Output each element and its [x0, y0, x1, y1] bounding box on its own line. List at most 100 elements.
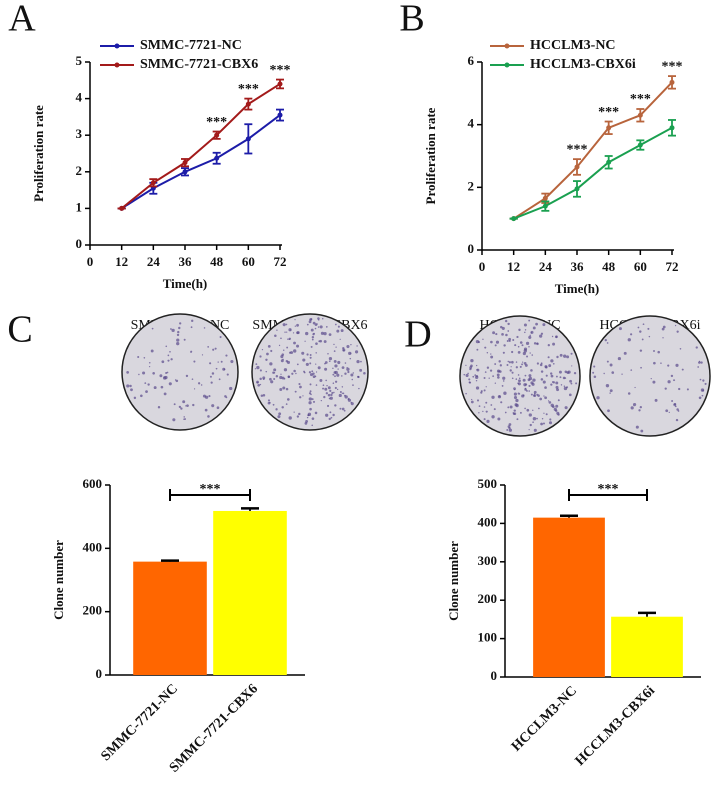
colony	[286, 346, 289, 349]
colony	[324, 361, 328, 364]
colony	[674, 324, 677, 327]
colony	[494, 363, 497, 365]
colony	[502, 380, 505, 382]
colony	[179, 322, 182, 325]
colony	[596, 396, 600, 400]
colony	[548, 401, 552, 404]
colony	[159, 374, 163, 378]
colony	[257, 383, 261, 387]
colony	[167, 359, 170, 362]
colony	[506, 429, 509, 431]
colony	[341, 386, 344, 388]
point	[574, 164, 580, 170]
colony	[528, 413, 532, 417]
colony	[661, 327, 665, 331]
colony	[542, 422, 545, 425]
y-tick-label: 4	[76, 90, 83, 105]
colony	[326, 384, 328, 387]
colony	[301, 351, 305, 355]
colony	[499, 364, 502, 367]
colony	[492, 331, 496, 335]
colony	[341, 375, 343, 377]
y-tick-label: 100	[478, 630, 498, 645]
colony	[322, 384, 325, 387]
colony	[557, 399, 560, 402]
colony	[311, 417, 315, 420]
colony	[662, 337, 664, 339]
colony	[184, 418, 187, 420]
colony	[312, 321, 316, 325]
colony	[467, 372, 469, 375]
x-tick-label: 12	[115, 254, 128, 269]
colony	[673, 379, 676, 382]
colony	[542, 323, 546, 327]
y-tick-label: 0	[468, 241, 475, 256]
colony	[621, 373, 623, 375]
colony	[157, 406, 161, 409]
colony	[260, 394, 264, 397]
colony	[465, 373, 469, 378]
colony	[354, 350, 359, 354]
colony	[311, 424, 313, 427]
colony	[332, 373, 335, 376]
y-tick-label: 0	[76, 236, 83, 251]
colony	[339, 338, 341, 340]
colony	[505, 333, 508, 337]
colony	[677, 410, 680, 412]
colony	[484, 346, 487, 349]
y-tick-label: 6	[468, 53, 475, 68]
colony	[186, 404, 189, 408]
colony	[329, 396, 333, 400]
significance: ***	[630, 92, 651, 107]
colony	[288, 337, 292, 340]
x-tick-label: 60	[242, 254, 255, 269]
colony	[318, 319, 320, 321]
colony	[532, 326, 536, 330]
significance: ***	[567, 142, 588, 157]
colony	[340, 329, 344, 332]
colony	[333, 359, 337, 363]
point	[606, 159, 612, 165]
colony	[309, 383, 312, 386]
colony	[175, 379, 179, 383]
colony	[657, 350, 660, 354]
colony	[202, 394, 206, 398]
point	[606, 125, 612, 131]
colony	[209, 362, 212, 365]
point	[150, 180, 156, 186]
colony	[302, 358, 306, 362]
colony	[652, 380, 656, 384]
colony	[516, 418, 519, 421]
colony	[311, 370, 314, 373]
colony	[495, 340, 500, 344]
colony	[560, 384, 563, 386]
colony	[548, 364, 552, 368]
colony	[319, 379, 323, 383]
colony	[294, 319, 296, 321]
colony	[521, 363, 523, 366]
colony	[358, 387, 360, 390]
colony	[212, 348, 215, 351]
colony	[310, 345, 313, 348]
legend-marker	[114, 43, 120, 49]
colony	[517, 350, 521, 354]
colony	[515, 378, 518, 380]
colony	[528, 335, 532, 339]
colony	[486, 419, 490, 423]
plate	[589, 315, 711, 437]
colony	[214, 347, 217, 350]
colony	[298, 382, 301, 386]
colony	[508, 361, 511, 364]
colony	[163, 392, 167, 396]
colony	[279, 375, 283, 380]
colony	[293, 349, 297, 353]
colony	[498, 360, 501, 363]
colony	[485, 386, 487, 388]
y-axis-label: Proliferation rate	[423, 107, 438, 204]
colony	[147, 383, 150, 386]
colony	[317, 317, 320, 320]
colony	[165, 345, 168, 348]
colony	[339, 407, 342, 410]
colony	[176, 338, 180, 342]
colony	[673, 403, 676, 406]
